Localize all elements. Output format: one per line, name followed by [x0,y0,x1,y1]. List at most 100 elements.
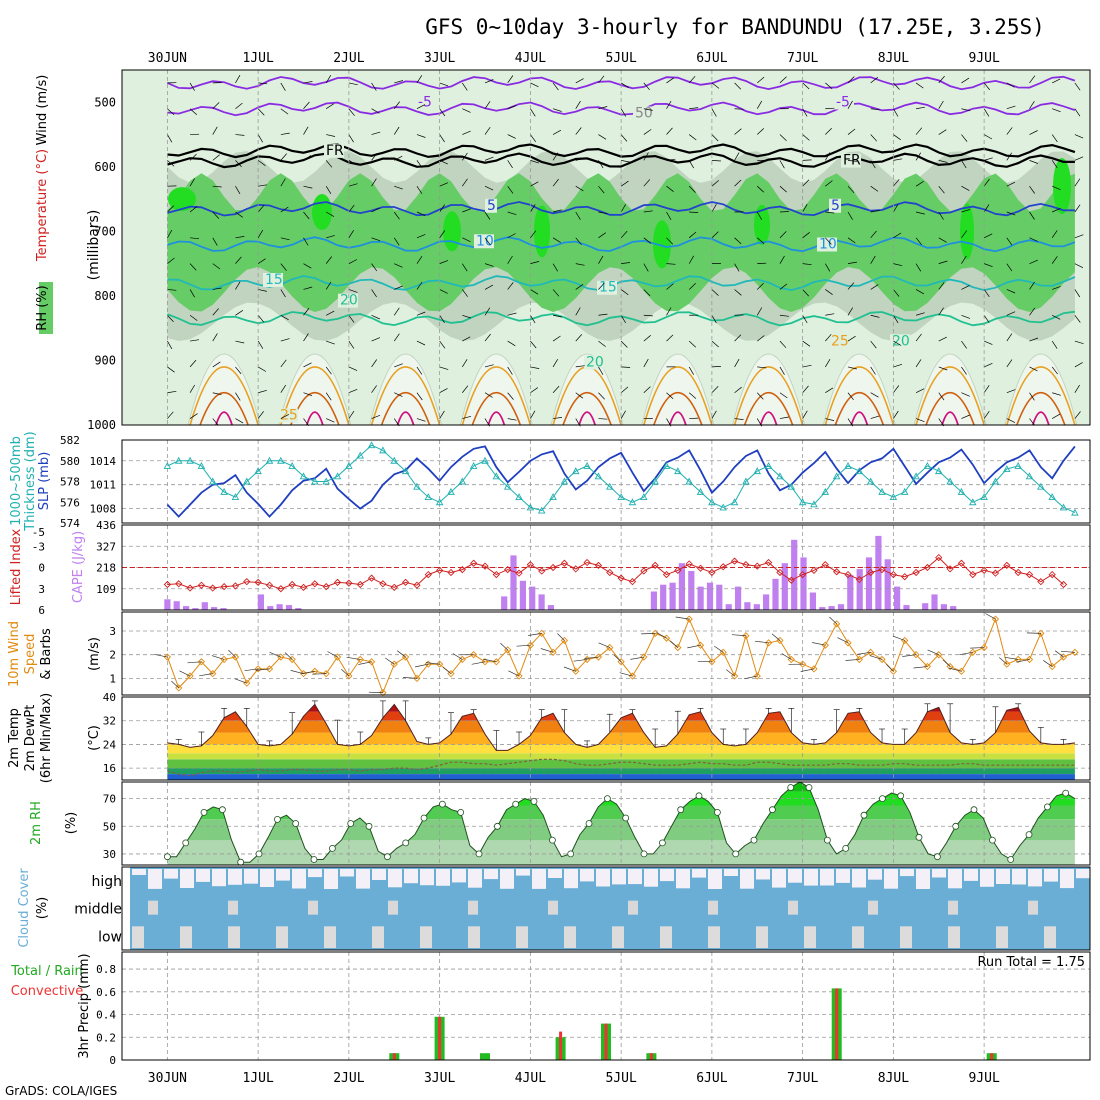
wind-barb [689,107,699,110]
wind-barb [734,237,742,245]
wind10-barb [341,669,350,677]
rh-band [167,840,1075,865]
wind-barb [893,385,900,393]
wind10-barb [179,670,191,677]
cloud-clear-high [260,869,274,887]
wind-barb [507,392,514,400]
wind-barb [303,263,312,269]
lifted-index-point [753,562,761,570]
cloud-clear-high [1076,869,1090,879]
wind-barb [802,232,810,239]
wind-barb [552,263,558,272]
wind-barb [189,206,198,213]
li-tick-label: -3 [32,540,45,553]
wind10-barb [312,673,327,675]
wind-barb [439,204,445,213]
slp-tick-label: 1014 [90,455,117,468]
wind10-point [197,658,206,666]
wind-barb [348,259,358,264]
wind-barb [189,314,198,321]
wind-barb [235,211,243,218]
thickness-point [617,493,625,501]
wind-barb [325,75,332,84]
precip-conv-bar [559,1031,563,1060]
wind10-barb [687,644,701,649]
wind-barb [484,101,491,109]
thickness-tick-label: 582 [60,434,80,447]
cloud-gap-low [564,926,576,949]
wind-barb [190,339,200,342]
wind-barb [257,258,266,264]
cloud-gap-low [228,926,240,949]
thickness-point [866,477,875,485]
rh-point [512,800,520,808]
thickness-point [197,461,206,469]
rh-line [167,781,1076,863]
cape-bar [211,607,218,610]
wind10-frame [121,611,1091,696]
wind-barb [1029,160,1039,164]
wind10-barb [1016,659,1030,663]
wind10-barb [1054,650,1064,658]
slp-thickness-panel: 1008 1011 1014 574 576 578 580 582 1000~500mb Thi… [9,431,1091,532]
lifted-index-point [1003,561,1011,570]
wind-barb [983,82,990,91]
wind-barb [711,386,719,393]
temp-band [167,753,1075,760]
thickness-point [1003,465,1011,472]
precip-conv-bar [649,1053,653,1060]
wind-barb [575,365,585,368]
lifted-index-point [685,560,693,568]
wind-barb [462,82,468,91]
thickness-point [957,487,966,495]
wind-barb [530,410,536,419]
cloud-gap-low [804,926,816,949]
rh-point [879,795,886,802]
wind-barb [484,211,491,220]
wind-barb [915,333,922,342]
wind-barb [915,289,925,295]
lifted-index-point [1048,570,1056,579]
lifted-index-point [1014,568,1022,577]
wind-barb [303,307,310,316]
wind-barb [961,185,970,191]
wind-barb [870,314,880,318]
cape-bar [257,594,264,610]
lifted-index-point [470,559,478,567]
rh-point [438,800,446,808]
thickness-point [798,498,807,506]
wind-barb [416,134,426,138]
rh-point [292,820,300,827]
wind-barb [756,392,764,400]
contour-label-bg [890,334,910,349]
wind-barb [462,289,468,297]
cloud-clear-high [612,869,626,885]
cloud-gap-low [948,926,960,949]
wind-barb [666,334,674,342]
wind-barb [825,237,832,245]
thickness-point [163,461,172,469]
cape-bar [285,605,293,610]
wind-barb [1074,108,1081,117]
thickness-point [322,477,330,485]
isotherm-30 [1016,392,1066,426]
contour-label: -5 [836,95,850,111]
wind-barb [258,389,267,394]
bottom-date-label: 2JUL [333,1071,364,1086]
wind-barb [643,210,653,213]
cloud-axis-label: Cloud Cover [17,868,32,948]
wind-barb [893,179,900,187]
wind-barb [870,210,880,213]
wind-barb [189,289,195,298]
temp-bands [167,704,1075,780]
wind-barb [1074,82,1081,91]
isotherm-30 [562,392,612,426]
wind-barb [1052,286,1061,290]
cloud-row-label-bg [72,926,120,945]
lifted-index-point [730,557,739,565]
wind-barb [961,340,967,349]
wind-barb [825,418,835,421]
wind-barb [507,366,513,375]
wind10-barb [1004,656,1019,660]
cloud-clear-high [1060,869,1074,889]
